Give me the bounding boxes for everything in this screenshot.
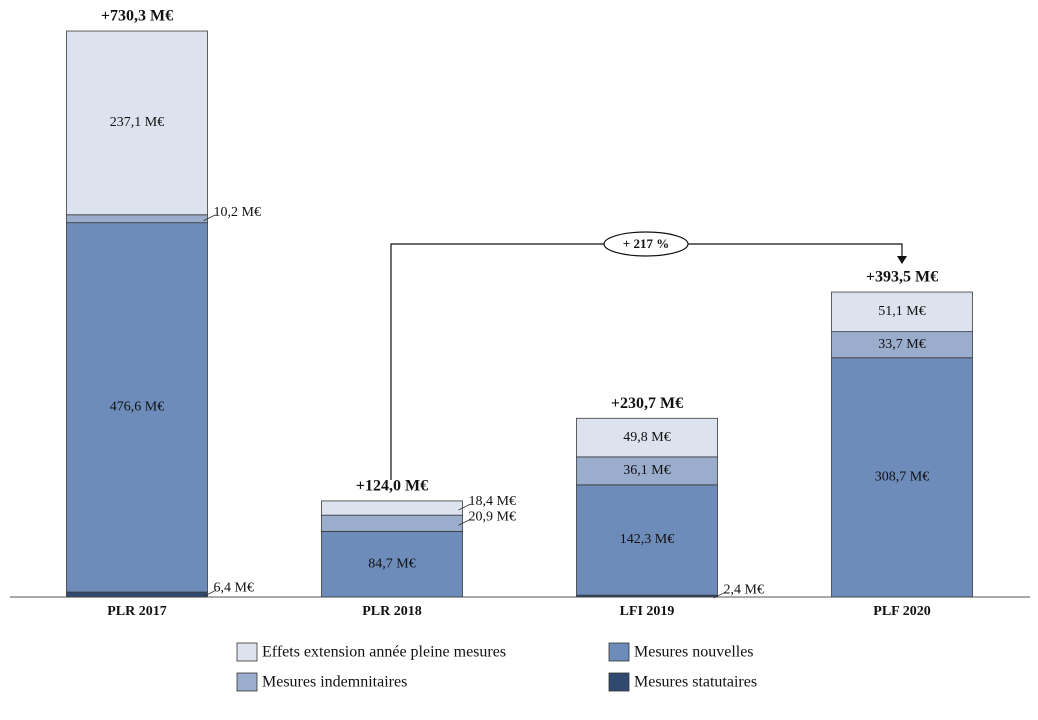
legend-label: Effets extension année pleine mesures xyxy=(262,644,506,661)
segment-label: 84,7 M€ xyxy=(368,556,415,571)
legend-label: Mesures statutaires xyxy=(634,674,757,691)
annotation-ellipse xyxy=(603,231,689,257)
bar-segment xyxy=(66,30,208,216)
legend-swatch xyxy=(236,672,258,692)
total-label: +230,7 M€ xyxy=(611,395,683,412)
leader-line xyxy=(458,503,471,511)
total-label: +124,0 M€ xyxy=(356,478,428,495)
segment-label: 476,6 M€ xyxy=(110,400,164,415)
x-tick-label: PLF 2020 xyxy=(873,604,930,619)
segment-label: 49,8 M€ xyxy=(623,430,670,445)
segment-label: 142,3 M€ xyxy=(620,532,674,547)
legend-swatch xyxy=(608,642,630,662)
total-label: +393,5 M€ xyxy=(866,269,938,286)
segment-label: 2,4 M€ xyxy=(724,582,764,597)
segment-label: 20,9 M€ xyxy=(469,509,516,524)
bar-segment xyxy=(576,484,718,596)
segment-label: 6,4 M€ xyxy=(214,581,254,596)
bar-segment xyxy=(576,456,718,486)
bar-segment xyxy=(66,222,208,593)
leader-line xyxy=(458,518,471,526)
leader-line xyxy=(713,591,726,599)
bar-segment xyxy=(321,514,463,532)
segment-label: 36,1 M€ xyxy=(623,463,670,478)
bar-segment xyxy=(66,591,208,598)
segment-label: 308,7 M€ xyxy=(875,470,929,485)
leader-line xyxy=(203,214,216,222)
bar-segment xyxy=(576,417,718,458)
x-tick-label: PLR 2017 xyxy=(107,604,167,619)
x-tick-label: PLR 2018 xyxy=(362,604,422,619)
bar-segment xyxy=(831,357,973,598)
segment-label: 33,7 M€ xyxy=(878,337,925,352)
bar-segment xyxy=(321,530,463,598)
legend-label: Mesures nouvelles xyxy=(634,644,754,661)
segment-label: 10,2 M€ xyxy=(214,205,261,220)
leader-line xyxy=(203,590,216,597)
bar-segment xyxy=(66,214,208,224)
segment-label: 18,4 M€ xyxy=(469,494,516,509)
arrow-head xyxy=(897,256,907,264)
segment-label: 237,1 M€ xyxy=(110,115,164,130)
annotation: + 217 % xyxy=(623,236,669,251)
total-label: +730,3 M€ xyxy=(101,8,173,25)
legend-swatch xyxy=(608,672,630,692)
x-tick-label: LFI 2019 xyxy=(620,604,675,619)
bar-segment xyxy=(831,291,973,333)
bar-segment xyxy=(321,500,463,516)
segment-label: 51,1 M€ xyxy=(878,304,925,319)
legend-swatch xyxy=(236,642,258,662)
legend-label: Mesures indemnitaires xyxy=(262,674,407,691)
